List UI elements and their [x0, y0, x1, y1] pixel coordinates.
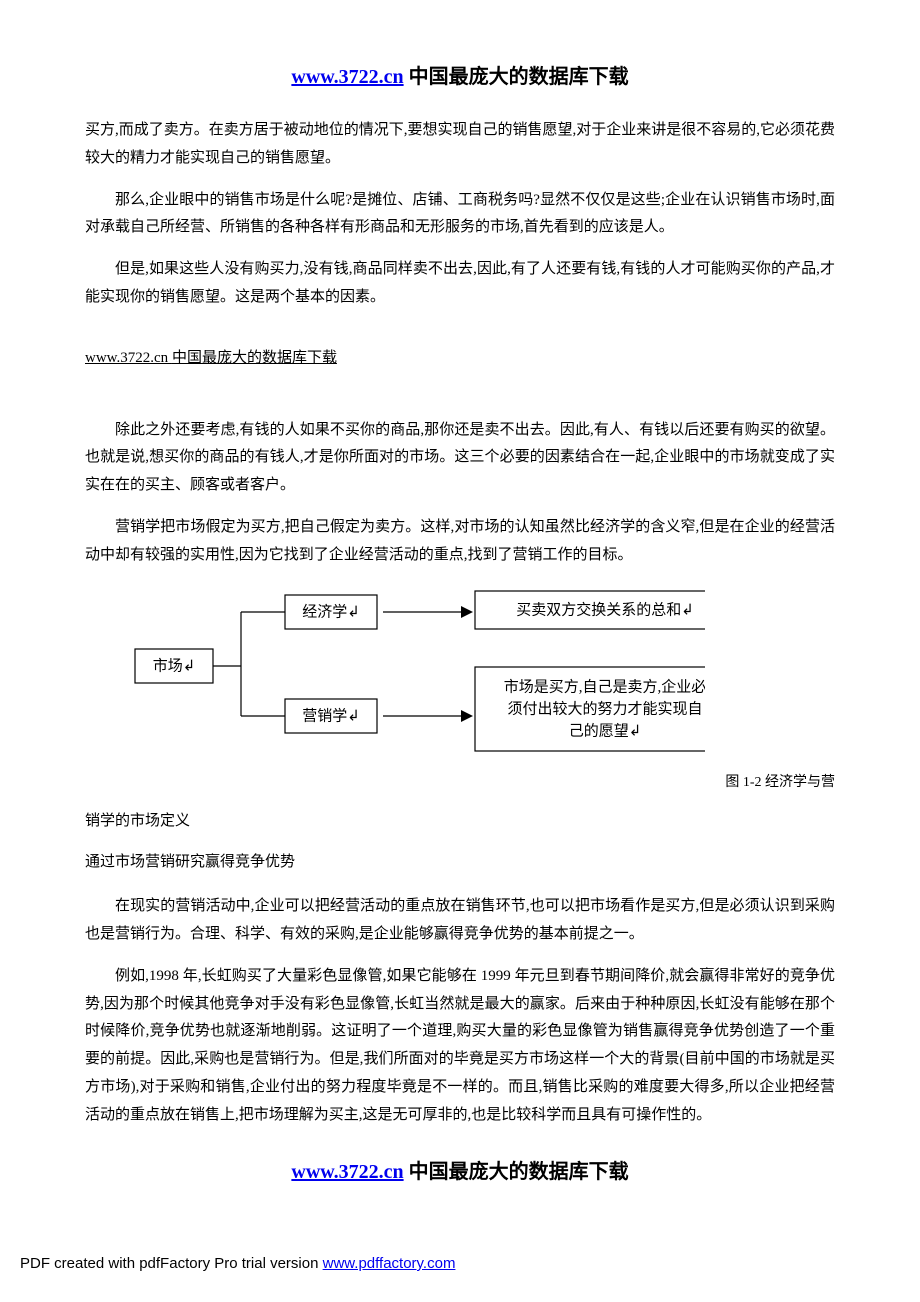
figure-caption-inline: 图 1-2 经济学与营	[85, 771, 835, 791]
mid-link-text: 中国最庞大的数据库下载	[172, 350, 337, 366]
footer-title: 中国最庞大的数据库下载	[404, 1161, 629, 1183]
paragraph-4: 除此之外还要考虑,有钱的人如果不买你的商品,那你还是卖不出去。因此,有人、有钱以…	[85, 417, 835, 500]
footer-link[interactable]: www.3722.cn	[291, 1161, 403, 1183]
svg-text:市场是买方,自己是卖方,企业必: 市场是买方,自己是卖方,企业必	[504, 678, 705, 696]
paragraph-6: 在现实的营销活动中,企业可以把经营活动的重点放在销售环节,也可以把市场看作是买方…	[85, 893, 835, 949]
paragraph-3: 但是,如果这些人没有购买力,没有钱,商品同样卖不出去,因此,有了人还要有钱,有钱…	[85, 256, 835, 312]
svg-text:须付出较大的努力才能实现自: 须付出较大的努力才能实现自	[507, 700, 702, 718]
mid-link: www.3722.cn 中国最庞大的数据库下载	[85, 346, 835, 367]
diagram: 市场↲ 经济学↲ 营销学↲ 买卖双方交换关系的总和↲ 市场是买方,自己是卖方,企业必须付…	[85, 587, 835, 791]
svg-text:己的愿望↲: 己的愿望↲	[569, 723, 642, 740]
pdf-footer: PDF created with pdfFactory Pro trial ve…	[20, 1255, 455, 1272]
page-footer: www.3722.cn 中国最庞大的数据库下载	[0, 1155, 920, 1184]
mid-link-url: www.3722.cn	[85, 350, 172, 366]
page-header: www.3722.cn 中国最庞大的数据库下载	[85, 60, 835, 89]
node-market: 市场↲	[135, 649, 213, 683]
diagram-svg: 市场↲ 经济学↲ 营销学↲ 买卖双方交换关系的总和↲ 市场是买方,自己是卖方,企业必须付…	[85, 587, 705, 767]
body-text: 买方,而成了卖方。在卖方居于被动地位的情况下,要想实现自己的销售愿望,对于企业来…	[85, 117, 835, 1129]
figure-caption-cont: 销学的市场定义	[85, 809, 835, 830]
header-link[interactable]: www.3722.cn	[291, 66, 403, 88]
svg-text:经济学↲: 经济学↲	[302, 604, 360, 621]
node-mkt_def: 市场是买方,自己是卖方,企业必须付出较大的努力才能实现自己的愿望↲	[475, 667, 705, 751]
svg-text:市场↲: 市场↲	[153, 658, 196, 675]
header-title: 中国最庞大的数据库下载	[404, 66, 629, 88]
node-econ: 经济学↲	[285, 595, 377, 629]
paragraph-7: 例如,1998 年,长虹购买了大量彩色显像管,如果它能够在 1999 年元旦到春…	[85, 963, 835, 1130]
paragraph-2: 那么,企业眼中的销售市场是什么呢?是摊位、店铺、工商税务吗?显然不仅仅是这些;企…	[85, 187, 835, 243]
svg-text:营销学↲: 营销学↲	[302, 708, 360, 725]
pdf-footer-text: PDF created with pdfFactory Pro trial ve…	[20, 1255, 323, 1272]
node-mkt: 营销学↲	[285, 699, 377, 733]
paragraph-1: 买方,而成了卖方。在卖方居于被动地位的情况下,要想实现自己的销售愿望,对于企业来…	[85, 117, 835, 173]
paragraph-5: 营销学把市场假定为买方,把自己假定为卖方。这样,对市场的认知虽然比经济学的含义窄…	[85, 514, 835, 570]
node-econ_def: 买卖双方交换关系的总和↲	[475, 591, 705, 629]
svg-text:买卖双方交换关系的总和↲: 买卖双方交换关系的总和↲	[516, 601, 694, 619]
pdf-footer-link[interactable]: www.pdffactory.com	[323, 1255, 456, 1272]
section-title: 通过市场营销研究赢得竞争优势	[85, 850, 835, 871]
